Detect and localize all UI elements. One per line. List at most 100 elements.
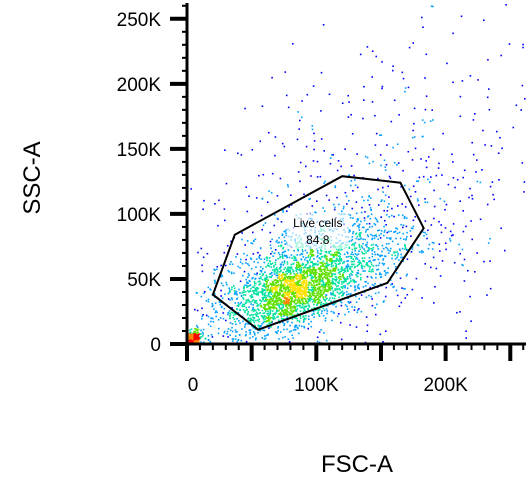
event-dot xyxy=(301,304,304,306)
event-dot xyxy=(319,258,321,260)
event-dot xyxy=(393,161,396,164)
event-dot xyxy=(383,209,385,212)
event-dot xyxy=(225,319,227,322)
event-dot xyxy=(214,282,216,284)
event-dot xyxy=(321,310,323,312)
event-dot xyxy=(275,291,277,293)
event-dot xyxy=(301,277,303,280)
event-dot xyxy=(332,303,334,306)
event-dot xyxy=(258,329,261,332)
event-dot xyxy=(294,283,296,285)
event-dot xyxy=(318,314,320,316)
event-dot xyxy=(299,310,302,312)
event-dot xyxy=(271,317,273,319)
event-dot xyxy=(290,312,292,315)
event-dot xyxy=(313,307,316,309)
event-dot xyxy=(290,272,292,274)
event-dot xyxy=(389,238,392,241)
event-dot xyxy=(289,278,292,280)
event-dot xyxy=(248,317,250,319)
event-dot xyxy=(380,134,382,136)
event-dot xyxy=(286,210,288,212)
event-dot xyxy=(327,290,329,293)
event-dot xyxy=(301,253,304,256)
event-dot xyxy=(354,184,357,186)
event-dot xyxy=(297,268,300,271)
event-dot xyxy=(231,298,233,301)
event-dot xyxy=(265,310,267,313)
event-dot xyxy=(462,210,464,212)
event-dot xyxy=(310,268,312,271)
event-dot xyxy=(273,296,275,299)
event-dot xyxy=(483,260,485,263)
event-dot xyxy=(491,181,494,183)
event-dot xyxy=(240,295,243,297)
event-dot xyxy=(463,258,466,261)
event-dot xyxy=(438,243,441,245)
event-dot xyxy=(242,305,244,308)
event-dot xyxy=(523,191,525,193)
event-dot xyxy=(331,281,333,283)
event-dot xyxy=(261,292,264,294)
event-dot xyxy=(337,249,340,251)
event-dot xyxy=(314,289,317,291)
event-dot xyxy=(251,149,254,151)
event-dot xyxy=(387,252,390,254)
event-dot xyxy=(441,174,443,176)
event-dot xyxy=(360,310,363,313)
event-dot xyxy=(230,261,232,263)
event-dot xyxy=(293,301,295,303)
event-dot xyxy=(277,284,280,286)
event-dot xyxy=(350,260,353,263)
event-dot xyxy=(320,265,322,267)
event-dot xyxy=(474,271,476,273)
gate-polygon[interactable] xyxy=(211,175,425,331)
event-dot xyxy=(310,274,312,277)
event-dot xyxy=(401,247,404,250)
event-dot xyxy=(410,227,413,229)
event-dot xyxy=(284,250,286,253)
event-dot xyxy=(403,217,406,220)
event-dot xyxy=(248,195,250,197)
event-dot xyxy=(341,286,343,289)
event-dot xyxy=(302,302,305,305)
event-dot xyxy=(284,336,286,338)
event-dot xyxy=(291,307,294,309)
event-dot xyxy=(299,264,302,267)
event-dot xyxy=(292,283,295,286)
event-dot xyxy=(345,291,348,293)
event-dot xyxy=(267,292,270,294)
event-dot xyxy=(350,113,352,116)
event-dot xyxy=(471,141,473,144)
event-dot xyxy=(303,293,306,296)
event-dot xyxy=(352,190,354,192)
event-dot xyxy=(363,226,365,229)
event-dot xyxy=(234,302,236,304)
event-dot xyxy=(190,333,192,336)
event-dot xyxy=(431,109,433,111)
event-dot xyxy=(313,148,315,151)
event-dot xyxy=(247,299,250,302)
event-dot xyxy=(363,85,365,88)
event-dot xyxy=(273,283,275,286)
event-dot xyxy=(264,277,266,280)
event-dot xyxy=(269,310,272,312)
event-dot xyxy=(253,240,255,242)
event-dot xyxy=(334,288,336,290)
event-dot xyxy=(363,260,365,263)
event-dot xyxy=(230,240,232,243)
event-dot xyxy=(245,262,247,264)
event-dot xyxy=(268,295,270,298)
event-dot xyxy=(280,263,282,265)
event-dot xyxy=(292,310,294,313)
event-dot xyxy=(377,229,379,232)
event-dot xyxy=(303,307,305,310)
event-dot xyxy=(379,255,381,258)
event-dot xyxy=(504,249,506,252)
event-dot xyxy=(304,294,307,296)
event-dot xyxy=(268,190,270,192)
event-dot xyxy=(372,265,375,267)
event-dot xyxy=(284,288,286,290)
event-dot xyxy=(377,177,379,180)
event-dot xyxy=(278,241,280,244)
